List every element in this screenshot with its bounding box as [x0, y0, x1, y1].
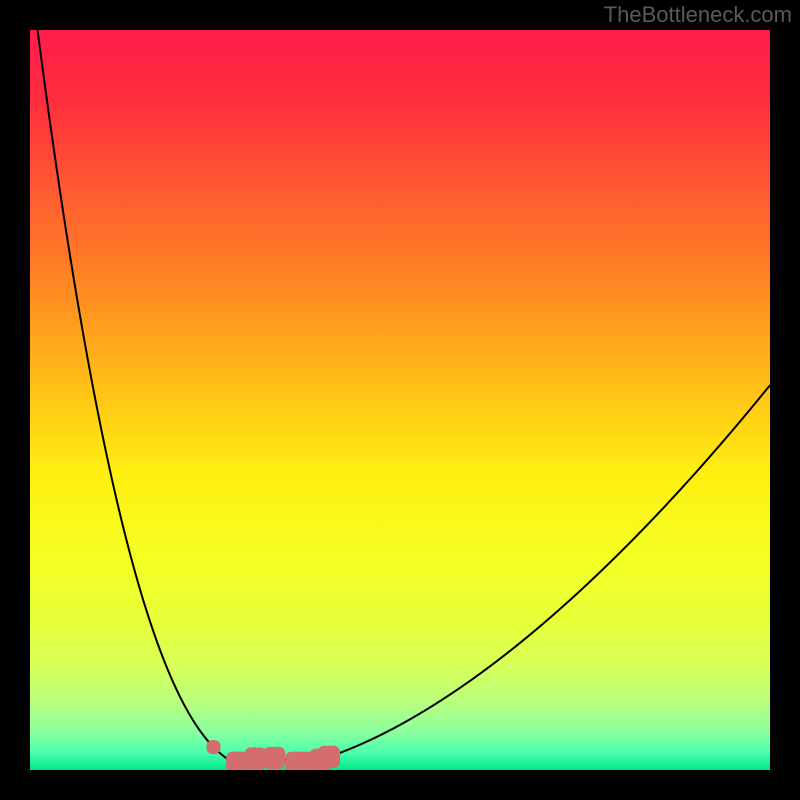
sweet-spot-marker	[318, 746, 340, 768]
bottleneck-curve	[30, 0, 770, 764]
plot-svg	[0, 0, 800, 800]
sweet-spot-marker	[207, 740, 221, 754]
sweet-spot-marker	[263, 747, 285, 769]
watermark-text: TheBottleneck.com	[604, 2, 792, 28]
sweet-spot-markers	[207, 740, 340, 774]
stage: TheBottleneck.com	[0, 0, 800, 800]
